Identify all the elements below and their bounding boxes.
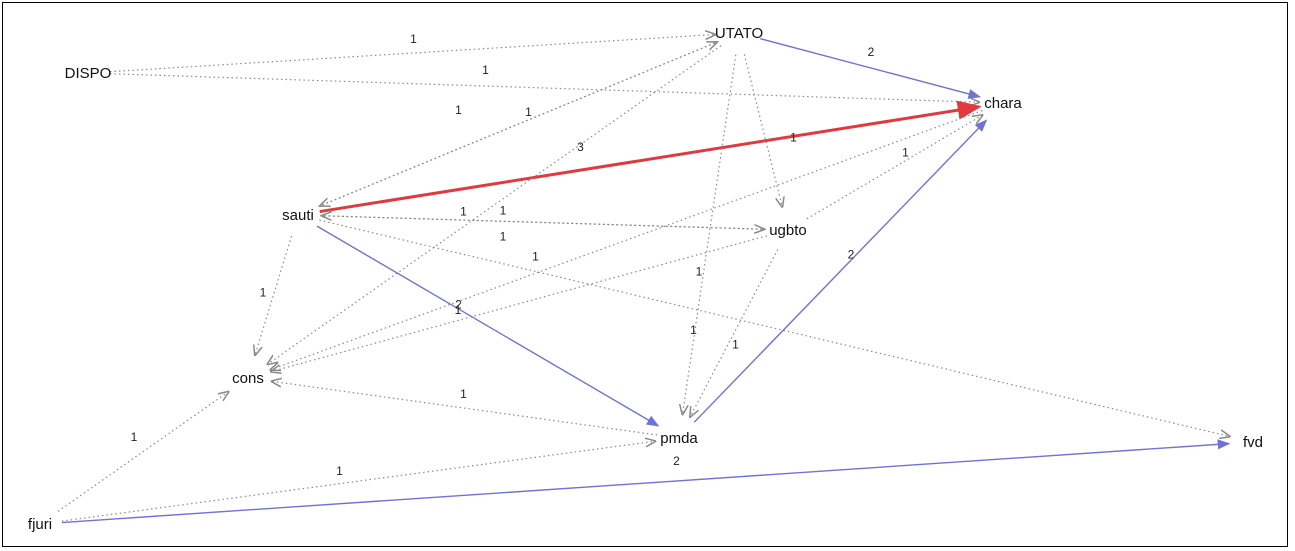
edge-weight-label: 2: [673, 454, 680, 468]
edge-ugbto-sauti: [322, 216, 767, 230]
edge-weight-label: 3: [577, 140, 584, 154]
edge-fjuri-pmda: [61, 441, 655, 522]
node-fjuri: fjuri: [28, 516, 52, 533]
edge-weight-label: 1: [532, 250, 539, 264]
edge-weight-label: 1: [410, 32, 417, 46]
edge-weight-label: 1: [500, 204, 507, 218]
edge-sauti-fvd: [319, 219, 1229, 436]
node-fvd: fvd: [1243, 434, 1263, 451]
edge-weight-label: 1: [525, 105, 532, 119]
node-pmda: pmda: [660, 430, 698, 447]
edge-weight-label: 1: [336, 464, 343, 478]
edge-weight-label: 2: [868, 45, 875, 59]
node-UTATO: UTATO: [715, 25, 763, 42]
edge-weight-label: 2: [455, 298, 462, 312]
edge-ugbto-cons: [271, 235, 767, 372]
node-ugbto: ugbto: [769, 222, 807, 239]
edge-chara-cons: [271, 109, 983, 370]
edge-weight-label: 2: [848, 248, 855, 262]
edge-UTATO-chara: [760, 37, 982, 99]
edge-sauti-cons: [255, 235, 293, 355]
edge-fjuri-cons: [57, 392, 228, 512]
edge-UTATO-pmda: [683, 54, 737, 414]
edge-weight-label: 1: [455, 303, 462, 317]
edge-DISPO-UTATO: [109, 34, 715, 73]
edge-weight-label: 1: [732, 338, 739, 352]
edge-weight-label: 1: [902, 146, 909, 160]
edge-weight-label: 1: [690, 323, 697, 337]
node-DISPO: DISPO: [65, 65, 112, 82]
edge-weight-label: 1: [455, 103, 462, 117]
edge-weight-label: 1: [460, 387, 467, 401]
edge-weight-label: 1: [482, 63, 489, 77]
edge-sauti-chara: [319, 100, 982, 214]
edge-UTATO-cons: [268, 45, 722, 365]
node-sauti: sauti: [282, 207, 314, 224]
edge-sauti-pmda: [316, 225, 660, 427]
edge-weight-label: 1: [696, 265, 703, 279]
edge-fjuri-fvd: [61, 439, 1231, 524]
edge-pmda-cons: [272, 381, 658, 436]
edge-UTATO-ugbto: [743, 54, 782, 206]
edge-weight-label: 1: [260, 286, 267, 300]
node-chara: chara: [984, 95, 1022, 112]
edge-weight-label: 1: [500, 230, 507, 244]
nodes-layer: UTATO DISPO chara sauti ugbto cons pmda fvd fjur…: [28, 25, 1263, 533]
edge-sauti-ugbto: [319, 215, 764, 230]
edge-sauti-UTATO: [318, 42, 716, 208]
edge-weight-label: 1: [460, 205, 467, 219]
node-cons: cons: [232, 370, 264, 387]
edge-weight-label: 1: [790, 131, 797, 145]
edge-ugbto-pmda: [690, 249, 779, 416]
edge-DISPO-chara: [109, 73, 979, 102]
edge-pmda-chara: [693, 119, 988, 423]
edge-weight-label: 1: [131, 430, 138, 444]
